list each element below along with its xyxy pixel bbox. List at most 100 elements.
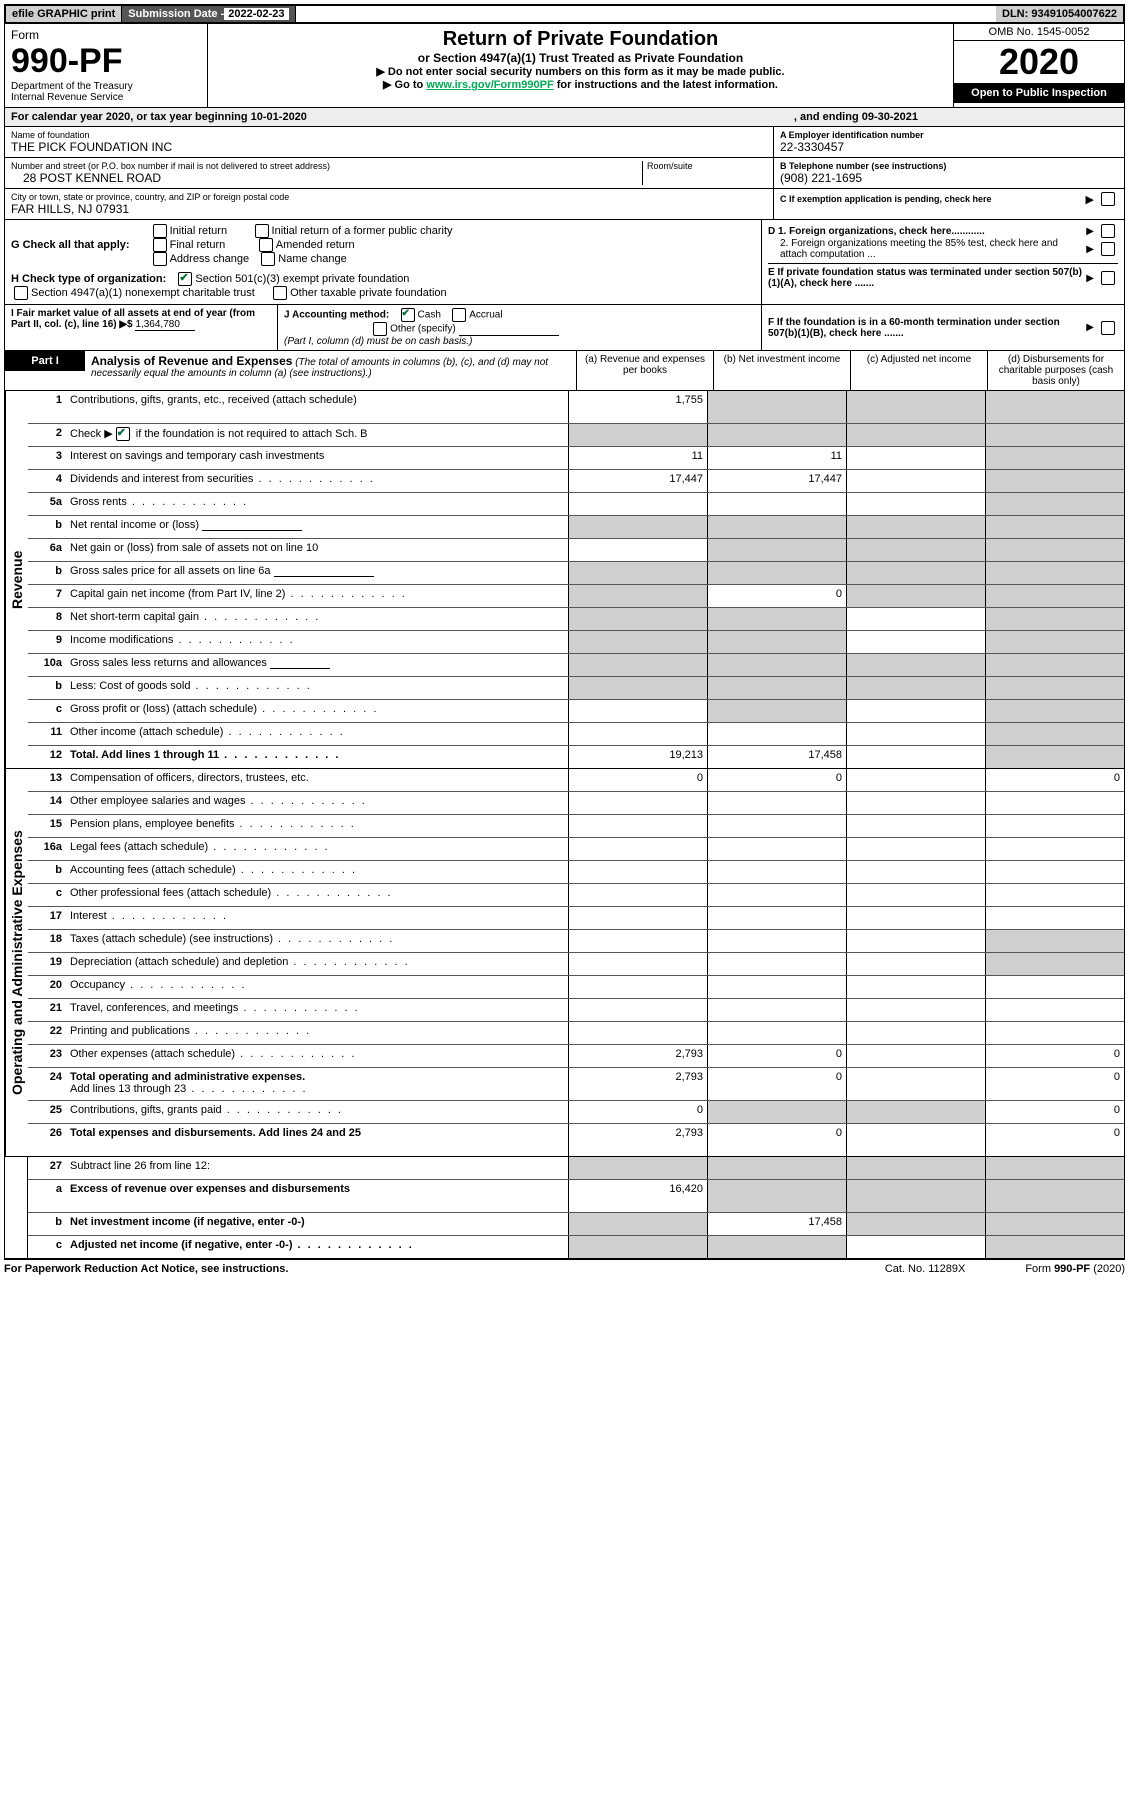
dept-2: Internal Revenue Service: [11, 92, 201, 103]
c-checkbox[interactable]: [1101, 192, 1115, 206]
city: FAR HILLS, NJ 07931: [11, 202, 767, 216]
footer-mid: Cat. No. 11289X: [885, 1263, 966, 1275]
row-6b: bGross sales price for all assets on lin…: [28, 562, 1124, 585]
row-21: 21Travel, conferences, and meetings: [28, 999, 1124, 1022]
row-10c: cGross profit or (loss) (attach schedule…: [28, 700, 1124, 723]
addr-label: Number and street (or P.O. box number if…: [11, 161, 642, 171]
row-13: 13Compensation of officers, directors, t…: [28, 769, 1124, 792]
row-10b: bLess: Cost of goods sold: [28, 677, 1124, 700]
g4-check[interactable]: [259, 238, 273, 252]
row-27c: cAdjusted net income (if negative, enter…: [28, 1236, 1124, 1258]
instr-link[interactable]: www.irs.gov/Form990PF: [426, 79, 553, 91]
row-4: 4Dividends and interest from securities1…: [28, 470, 1124, 493]
part1-label: Part I: [5, 351, 85, 371]
row-19: 19Depreciation (attach schedule) and dep…: [28, 953, 1124, 976]
phone-label: B Telephone number (see instructions): [780, 161, 1118, 171]
i-label: I Fair market value of all assets at end…: [11, 308, 255, 330]
ein: 22-3330457: [780, 140, 1118, 154]
efile-label: efile GRAPHIC print: [6, 6, 122, 22]
open-inspection: Open to Public Inspection: [954, 83, 1124, 103]
row-27: 27Subtract line 26 from line 12:: [28, 1157, 1124, 1180]
revenue-grid: Revenue 1Contributions, gifts, grants, e…: [4, 391, 1125, 769]
part1-title: Analysis of Revenue and Expenses: [91, 354, 292, 368]
address: 28 POST KENNEL ROAD: [11, 171, 642, 185]
h-label: H Check type of organization:: [11, 273, 166, 285]
j2-check[interactable]: [452, 308, 466, 322]
j1-check[interactable]: [401, 308, 415, 322]
row-14: 14Other employee salaries and wages: [28, 792, 1124, 815]
city-label: City or town, state or province, country…: [11, 192, 767, 202]
ein-label: A Employer identification number: [780, 130, 1118, 140]
row-16a: 16aLegal fees (attach schedule): [28, 838, 1124, 861]
row-26: 26Total expenses and disbursements. Add …: [28, 1124, 1124, 1156]
row-12: 12Total. Add lines 1 through 1119,21317,…: [28, 746, 1124, 768]
revenue-vlabel: Revenue: [5, 391, 28, 768]
instr-2: ▶ Go to www.irs.gov/Form990PF for instru…: [212, 78, 949, 91]
row-15: 15Pension plans, employee benefits: [28, 815, 1124, 838]
f-check[interactable]: [1101, 321, 1115, 335]
row-9: 9Income modifications: [28, 631, 1124, 654]
instr-1: ▶ Do not enter social security numbers o…: [212, 65, 949, 78]
name-label: Name of foundation: [11, 130, 767, 140]
g2-check[interactable]: [255, 224, 269, 238]
tax-year: 2020: [954, 41, 1124, 83]
h1-check[interactable]: [178, 272, 192, 286]
row-27a: aExcess of revenue over expenses and dis…: [28, 1180, 1124, 1213]
dln: DLN: 93491054007622: [996, 6, 1123, 22]
row-20: 20Occupancy: [28, 976, 1124, 999]
row-2: 2Check ▶ if the foundation is not requir…: [28, 424, 1124, 447]
calendar-year-row: For calendar year 2020, or tax year begi…: [4, 108, 1125, 127]
d1-label: D 1. Foreign organizations, check here..…: [768, 226, 985, 237]
col-b-head: (b) Net investment income: [713, 351, 850, 390]
j-label: J Accounting method:: [284, 310, 389, 321]
row-3: 3Interest on savings and temporary cash …: [28, 447, 1124, 470]
j3-check[interactable]: [373, 322, 387, 336]
part1-header: Part I Analysis of Revenue and Expenses …: [4, 351, 1125, 391]
h3-check[interactable]: [273, 286, 287, 300]
form-subtitle: or Section 4947(a)(1) Trust Treated as P…: [212, 51, 949, 65]
c-label: C If exemption application is pending, c…: [780, 194, 992, 204]
row-18: 18Taxes (attach schedule) (see instructi…: [28, 930, 1124, 953]
d2-check[interactable]: [1101, 242, 1115, 256]
checks-block: G Check all that apply: Initial return I…: [4, 220, 1125, 305]
fmv-row: I Fair market value of all assets at end…: [4, 305, 1125, 351]
j-note: (Part I, column (d) must be on cash basi…: [284, 336, 472, 347]
f-label: F If the foundation is in a 60-month ter…: [768, 317, 1082, 339]
row-8: 8Net short-term capital gain: [28, 608, 1124, 631]
row-6a: 6aNet gain or (loss) from sale of assets…: [28, 539, 1124, 562]
footer-right: Form 990-PF (2020): [1025, 1263, 1125, 1275]
phone: (908) 221-1695: [780, 171, 1118, 185]
dept-1: Department of the Treasury: [11, 81, 201, 92]
row-11: 11Other income (attach schedule): [28, 723, 1124, 746]
row-10a: 10aGross sales less returns and allowanc…: [28, 654, 1124, 677]
row-27b: bNet investment income (if negative, ent…: [28, 1213, 1124, 1236]
form-header: Form 990-PF Department of the Treasury I…: [4, 24, 1125, 108]
form-title: Return of Private Foundation: [212, 28, 949, 51]
form-word: Form: [11, 28, 201, 42]
g5-check[interactable]: [153, 252, 167, 266]
col-c-head: (c) Adjusted net income: [850, 351, 987, 390]
row-16b: bAccounting fees (attach schedule): [28, 861, 1124, 884]
footer-left: For Paperwork Reduction Act Notice, see …: [4, 1263, 288, 1275]
top-bar: efile GRAPHIC print Submission Date - 20…: [4, 4, 1125, 24]
row-1: 1Contributions, gifts, grants, etc., rec…: [28, 391, 1124, 424]
g6-check[interactable]: [261, 252, 275, 266]
d2-label: 2. Foreign organizations meeting the 85%…: [780, 238, 1082, 260]
form-number: 990-PF: [11, 42, 201, 81]
e-label: E If private foundation status was termi…: [768, 267, 1082, 289]
d1-check[interactable]: [1101, 224, 1115, 238]
row-25: 25Contributions, gifts, grants paid00: [28, 1101, 1124, 1124]
e-check[interactable]: [1101, 271, 1115, 285]
row-23: 23Other expenses (attach schedule)2,7930…: [28, 1045, 1124, 1068]
schb-check[interactable]: [116, 427, 130, 441]
col-a-head: (a) Revenue and expenses per books: [576, 351, 713, 390]
h2-check[interactable]: [14, 286, 28, 300]
row-5b: bNet rental income or (loss): [28, 516, 1124, 539]
g1-check[interactable]: [153, 224, 167, 238]
identity-block: Name of foundation THE PICK FOUNDATION I…: [4, 127, 1125, 220]
g3-check[interactable]: [153, 238, 167, 252]
room-label: Room/suite: [647, 161, 767, 171]
summary-grid: 27Subtract line 26 from line 12: aExcess…: [4, 1157, 1125, 1259]
omb-number: OMB No. 1545-0052: [954, 24, 1124, 41]
submission-label: Submission Date - 2022-02-23: [122, 6, 295, 22]
